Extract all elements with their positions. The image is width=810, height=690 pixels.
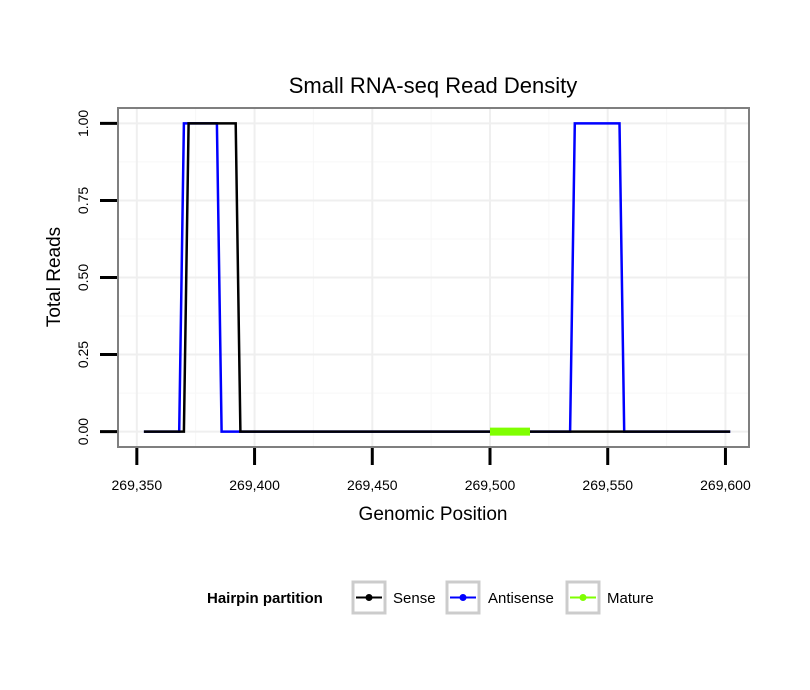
series-line-sense <box>143 122 731 433</box>
legend-key-point <box>579 594 587 601</box>
x-axis-title: Genomic Position <box>359 504 508 525</box>
x-tick-label: 269,500 <box>465 477 516 493</box>
y-axis-title: Total Reads <box>44 227 65 327</box>
grid <box>118 108 749 447</box>
plot-panel <box>117 107 750 448</box>
y-axis: 0.00 0.25 0.50 0.75 1.00 <box>75 110 117 445</box>
x-tick-label: 269,550 <box>582 477 633 493</box>
legend-label: Antisense <box>488 590 554 607</box>
legend-item-mature: Mature <box>565 580 654 615</box>
series-group <box>143 122 731 436</box>
x-axis: 269,350 269,400 269,450 269,500 269,550 269,6… <box>112 448 751 493</box>
y-tick-label: 0.50 <box>75 264 91 291</box>
legend-title: Hairpin partition <box>207 590 323 607</box>
legend-key-point <box>365 594 373 601</box>
x-tick-label: 269,450 <box>347 477 398 493</box>
legend: Hairpin partition Sense Antisense Mature <box>207 580 654 615</box>
legend-item-sense: Sense <box>351 580 436 615</box>
chart-title: Small RNA-seq Read Density <box>289 73 578 98</box>
x-tick-label: 269,400 <box>229 477 280 493</box>
x-tick-label: 269,350 <box>112 477 163 493</box>
y-tick-label: 0.00 <box>75 418 91 445</box>
legend-key-point <box>459 594 467 601</box>
legend-label: Sense <box>393 590 436 607</box>
y-tick-label: 1.00 <box>75 110 91 137</box>
legend-label: Mature <box>607 590 654 607</box>
y-tick-label: 0.25 <box>75 341 91 368</box>
x-tick-label: 269,600 <box>700 477 751 493</box>
legend-item-antisense: Antisense <box>445 580 554 615</box>
y-tick-label: 0.75 <box>75 187 91 214</box>
